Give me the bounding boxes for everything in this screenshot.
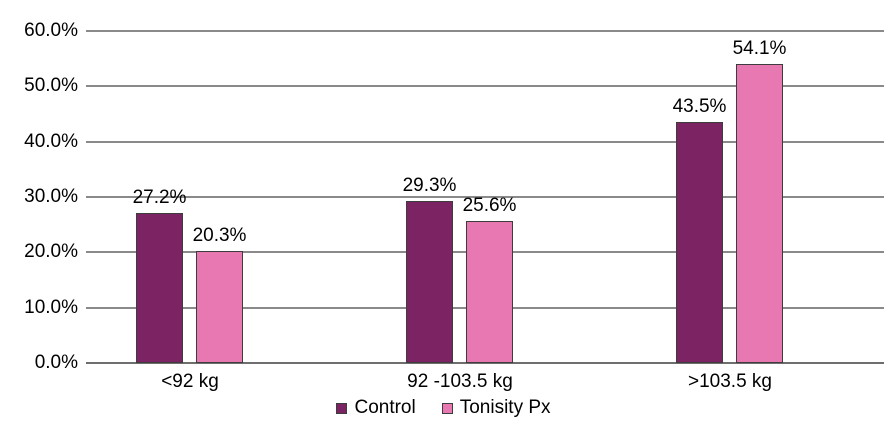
gridline <box>86 362 884 364</box>
x-axis-category-label: <92 kg <box>161 371 219 392</box>
y-axis: 0.0% 10.0% 20.0% 30.0% 40.0% 50.0% 60.0% <box>0 20 78 373</box>
bar-control <box>136 212 183 363</box>
y-axis-tick-label: 50.0% <box>24 75 78 97</box>
legend-swatch-icon <box>441 402 453 414</box>
legend-item: Control <box>336 397 416 419</box>
x-axis: <92 kg 92 -103.5 kg >103.5 kg <box>86 371 884 395</box>
y-axis-tick-label: 30.0% <box>24 186 78 207</box>
bar-control <box>676 122 723 363</box>
bar-value-label: 25.6% <box>462 195 517 217</box>
bar-tonisity-px <box>196 250 243 363</box>
legend-item: Tonisity Px <box>441 397 551 419</box>
bar-value-label: 20.3% <box>192 224 247 246</box>
bar-value-label: 29.3% <box>402 174 457 196</box>
y-axis-tick-label: 10.0% <box>24 296 78 318</box>
bar-control <box>406 200 453 363</box>
y-axis-tick-label: 40.0% <box>24 130 78 152</box>
legend-label: Tonisity Px <box>459 397 551 418</box>
y-axis-tick-label: 60.0% <box>24 20 78 41</box>
x-axis-category-label: 92 -103.5 kg <box>407 371 513 392</box>
x-axis-category-label: >103.5 kg <box>688 371 772 392</box>
bar-value-label: 43.5% <box>672 96 727 118</box>
bar-value-label: 27.2% <box>132 186 187 208</box>
legend-swatch-icon <box>336 402 348 414</box>
bar-tonisity-px <box>466 221 513 363</box>
legend-label: Control <box>354 397 416 418</box>
plot-area: 27.2% 20.3% 29.3% 25.6% 43.5% 54.1% <box>86 30 884 364</box>
gridline <box>86 196 884 198</box>
bar-value-label: 54.1% <box>732 37 787 59</box>
y-axis-tick-label: 0.0% <box>34 352 78 373</box>
y-axis-tick-label: 20.0% <box>24 241 78 263</box>
gridline <box>86 140 884 143</box>
gridline <box>86 85 884 88</box>
bar-tonisity-px <box>736 63 783 363</box>
gridline <box>86 30 884 32</box>
legend: Control Tonisity Px <box>0 397 887 419</box>
